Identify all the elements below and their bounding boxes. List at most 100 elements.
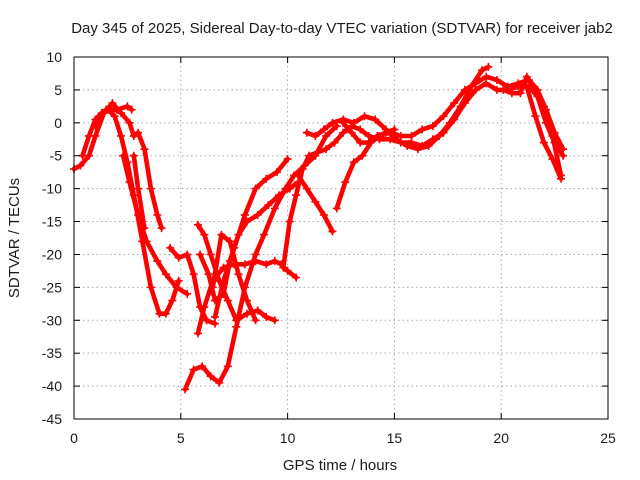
data-point-12-3 bbox=[225, 237, 234, 246]
data-point-12-4 bbox=[234, 270, 243, 279]
data-point-15-8 bbox=[371, 115, 380, 124]
data-point-8-6 bbox=[232, 316, 241, 325]
series-line-2 bbox=[80, 107, 181, 316]
data-point-19-4 bbox=[548, 155, 557, 164]
data-point-8-1 bbox=[193, 220, 202, 229]
chart-title: Day 345 of 2025, Sidereal Day-to-day VTE… bbox=[71, 20, 613, 37]
data-point-16-12 bbox=[439, 112, 448, 121]
data-point-5-3 bbox=[140, 224, 149, 233]
data-point-8-5 bbox=[223, 296, 232, 305]
data-point-7-6 bbox=[223, 362, 232, 371]
data-point-12-6 bbox=[251, 316, 260, 325]
data-point-11-5 bbox=[251, 184, 260, 193]
x-tick-label: 20 bbox=[493, 430, 509, 446]
data-point-8-8 bbox=[253, 306, 262, 315]
x-tick-label: 25 bbox=[600, 430, 616, 446]
data-point-18-1 bbox=[499, 85, 508, 94]
data-point-12-1 bbox=[208, 283, 217, 292]
data-point-13-5 bbox=[304, 151, 313, 160]
data-point-9-7 bbox=[251, 257, 260, 266]
data-point-1-13 bbox=[153, 210, 162, 219]
series-line-13 bbox=[281, 81, 566, 270]
data-point-16-10 bbox=[418, 125, 427, 134]
data-point-13-7 bbox=[322, 145, 331, 154]
y-tick-label: 10 bbox=[46, 49, 62, 65]
data-point-9-2 bbox=[200, 303, 209, 312]
data-point-16-11 bbox=[428, 122, 437, 131]
data-point-6-4 bbox=[189, 270, 198, 279]
data-point-14-1 bbox=[294, 171, 303, 180]
data-point-1-14 bbox=[157, 224, 166, 233]
data-point-9-1 bbox=[193, 329, 202, 338]
data-point-3-5 bbox=[127, 105, 136, 114]
data-point-15-14 bbox=[435, 131, 444, 140]
axis-ticks bbox=[73, 56, 609, 420]
data-point-18-2 bbox=[507, 89, 516, 98]
data-point-9-11 bbox=[283, 266, 292, 275]
x-tick-label: 0 bbox=[70, 430, 78, 446]
data-point-7-11 bbox=[270, 204, 279, 213]
data-point-15-15 bbox=[445, 118, 454, 127]
data-point-1-8 bbox=[125, 118, 134, 127]
y-tick-label: -45 bbox=[42, 411, 62, 427]
data-point-11-1 bbox=[210, 312, 219, 321]
data-point-17-5 bbox=[373, 131, 382, 140]
data-point-19-1 bbox=[522, 82, 531, 91]
data-point-6-3 bbox=[183, 250, 192, 259]
data-point-9-6 bbox=[240, 260, 249, 269]
data-point-4-6 bbox=[161, 270, 170, 279]
data-series bbox=[70, 62, 568, 394]
data-point-9-8 bbox=[262, 260, 271, 269]
data-point-2-2 bbox=[84, 131, 93, 140]
series-track-5 bbox=[129, 151, 149, 233]
data-point-18-4 bbox=[522, 72, 531, 81]
data-point-4-2 bbox=[125, 178, 134, 187]
y-tick-label: -30 bbox=[42, 312, 62, 328]
data-point-18-7 bbox=[548, 131, 557, 140]
data-point-13-8 bbox=[330, 138, 339, 147]
data-point-17-2 bbox=[347, 128, 356, 137]
series-track-3 bbox=[91, 102, 136, 131]
data-point-2-14 bbox=[168, 296, 177, 305]
data-point-11-2 bbox=[219, 276, 228, 285]
series-line-11 bbox=[212, 156, 290, 320]
data-point-13-2 bbox=[285, 217, 294, 226]
x-tick-label: 5 bbox=[177, 430, 185, 446]
series-line-8 bbox=[195, 222, 278, 323]
data-point-16-24 bbox=[559, 145, 568, 154]
data-point-7-5 bbox=[215, 378, 224, 387]
series-track-12 bbox=[208, 230, 260, 325]
data-point-13-1 bbox=[279, 263, 288, 272]
data-point-11-7 bbox=[272, 168, 281, 177]
data-point-15-13 bbox=[424, 141, 433, 150]
y-tick-label: -20 bbox=[42, 246, 62, 262]
data-point-8-3 bbox=[206, 250, 215, 259]
data-point-16-13 bbox=[450, 99, 459, 108]
data-point-13-9 bbox=[339, 128, 348, 137]
data-point-1-11 bbox=[140, 145, 149, 154]
series-track-6 bbox=[166, 243, 219, 328]
data-point-3-2 bbox=[102, 105, 111, 114]
data-point-16-19 bbox=[514, 79, 523, 88]
data-point-18-5 bbox=[531, 85, 540, 94]
series-track-18 bbox=[499, 72, 566, 180]
data-point-17-3 bbox=[356, 138, 365, 147]
data-point-9-12 bbox=[292, 273, 301, 282]
data-point-4-4 bbox=[142, 237, 151, 246]
data-point-15-3 bbox=[319, 125, 328, 134]
data-point-16-3 bbox=[349, 158, 358, 167]
data-point-13-4 bbox=[298, 164, 307, 173]
data-point-11-6 bbox=[262, 174, 271, 183]
y-tick-label: -5 bbox=[50, 148, 63, 164]
data-point-17-4 bbox=[364, 138, 373, 147]
data-point-14-3 bbox=[311, 197, 320, 206]
data-point-8-2 bbox=[200, 230, 209, 239]
data-point-4-5 bbox=[153, 257, 162, 266]
data-point-15-19 bbox=[484, 62, 493, 71]
data-point-2-11 bbox=[146, 283, 155, 292]
data-point-10-10 bbox=[275, 191, 284, 200]
data-point-7-10 bbox=[260, 230, 269, 239]
data-point-8-7 bbox=[243, 309, 252, 318]
data-point-16-17 bbox=[492, 76, 501, 85]
